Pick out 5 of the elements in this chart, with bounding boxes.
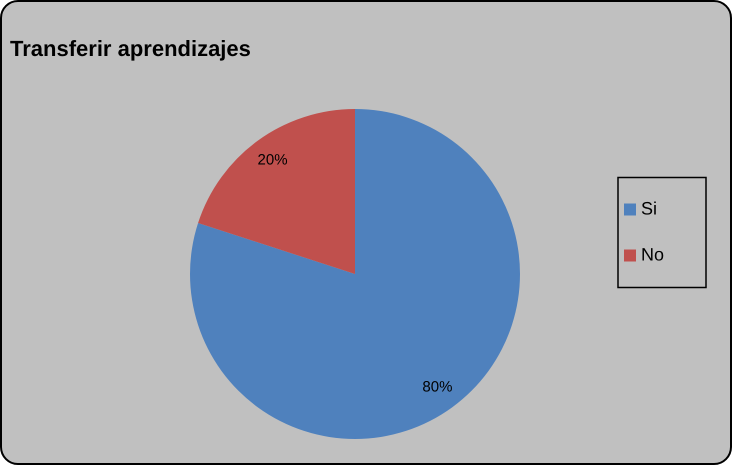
data-label: 20%: [258, 152, 288, 169]
data-label: 80%: [422, 378, 452, 396]
legend-label: No: [641, 244, 664, 264]
legend-label: Si: [641, 198, 658, 218]
chart-title: Transferir aprendizajes: [10, 36, 251, 62]
